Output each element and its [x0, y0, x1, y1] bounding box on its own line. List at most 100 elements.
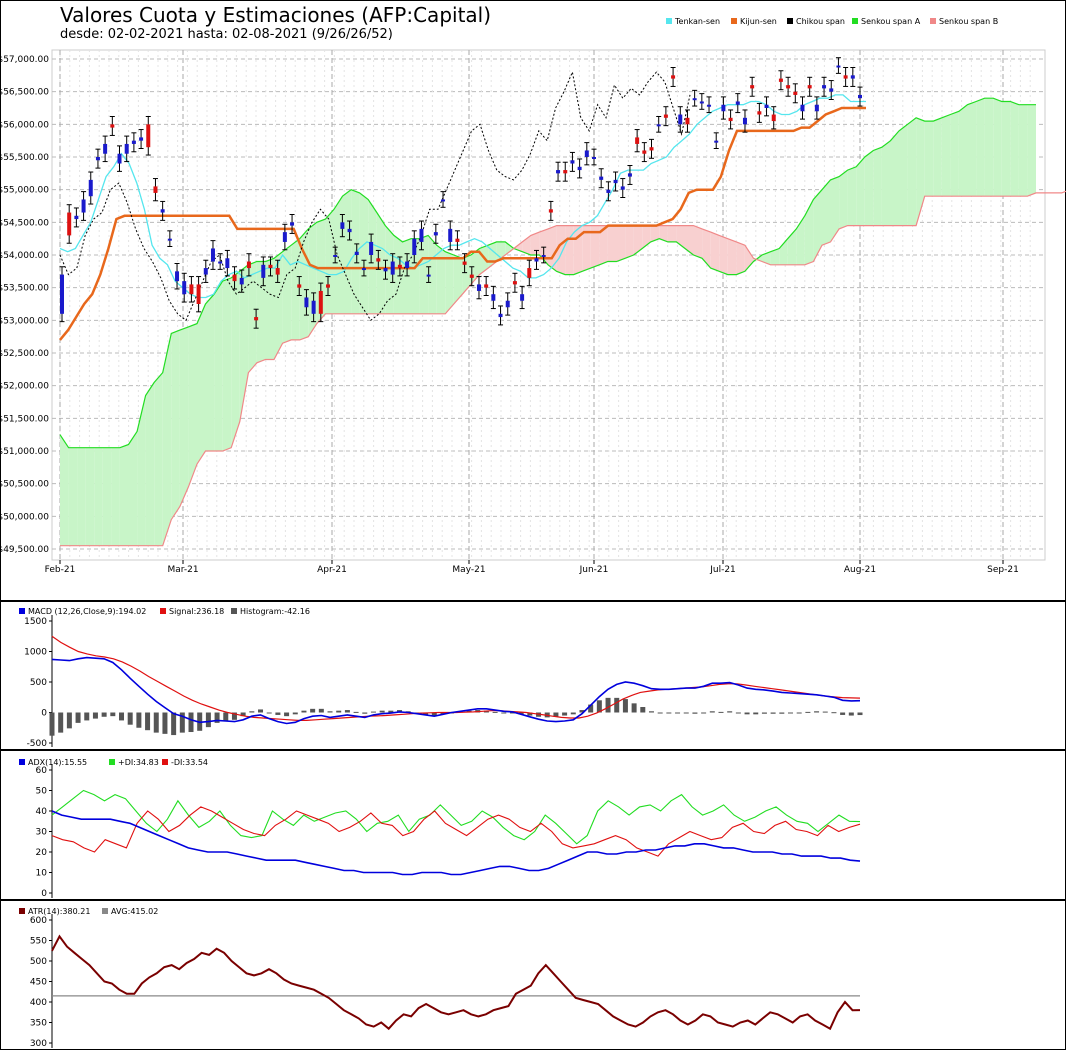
x-tick-label: Sep-21: [987, 565, 1019, 575]
candle-up: [613, 179, 618, 184]
legend-swatch: [19, 608, 25, 614]
histogram-bar: [240, 712, 246, 717]
candle-up: [160, 209, 165, 213]
candle-up: [433, 232, 438, 236]
candle-up: [390, 261, 395, 275]
candle-up: [361, 268, 366, 271]
cloud-segment-bullish: [214, 281, 223, 451]
candle-up: [218, 261, 223, 264]
histogram-bar: [388, 710, 394, 713]
cloud-segment-bearish: [744, 245, 754, 272]
y-tick-label: 10: [36, 869, 48, 879]
histogram-bar: [127, 712, 133, 725]
cloud-segment-bullish: [179, 326, 189, 507]
cloud-segment-bullish: [941, 114, 951, 197]
candle-down: [512, 281, 517, 285]
cloud-segment-bullish: [154, 372, 163, 546]
cloud-segment-bearish: [727, 238, 737, 275]
y-tick-label: 20: [36, 848, 48, 858]
cloud-segment-bullish: [787, 228, 797, 265]
y-tick-label: 400: [30, 998, 47, 1008]
x-tick-label: Jul-21: [709, 565, 736, 575]
candle-up: [175, 271, 180, 282]
candle-up: [74, 215, 79, 220]
cloud-segment-bullish: [145, 382, 155, 546]
histogram-bar: [318, 708, 324, 713]
histogram-bar: [231, 712, 237, 720]
candle-up: [290, 222, 295, 226]
cloud-segment-bullish: [128, 431, 138, 546]
candle-down: [807, 85, 812, 89]
candle-down: [527, 268, 532, 278]
histogram-bar: [327, 711, 333, 713]
candle-down: [326, 284, 330, 288]
cloud-segment-bullish: [445, 251, 454, 314]
candle-up: [304, 297, 309, 308]
y-tick-label: 60: [36, 766, 48, 776]
candle-up: [124, 143, 129, 154]
candle-up: [850, 75, 855, 79]
histogram-bar: [58, 712, 64, 733]
legend-swatch: [731, 18, 737, 24]
legend-label: Senkou span A: [861, 17, 921, 26]
cloud-segment-bullish: [479, 245, 489, 275]
cloud-segment-bearish: [548, 225, 557, 272]
candle-down: [750, 85, 755, 89]
x-tick-label: Apr-21: [317, 565, 347, 575]
candle-up: [103, 143, 108, 154]
histogram-bar: [379, 710, 385, 713]
legend-label: Chikou span: [796, 17, 845, 26]
candle-up: [225, 258, 230, 269]
cloud-segment-bullish: [839, 170, 848, 229]
y-tick-label: 600: [30, 916, 47, 926]
cloud-segment-bullish: [1010, 101, 1019, 197]
y-tick-label: $54,000.00: [0, 251, 49, 261]
histogram-bar: [362, 712, 368, 714]
candle-down: [484, 284, 489, 288]
y-tick-label: 30: [36, 828, 48, 838]
candle-up: [627, 173, 632, 177]
x-tick-label: Mar-21: [167, 565, 198, 575]
y-tick-label: $55,500.00: [0, 153, 49, 163]
histogram-bar: [119, 712, 125, 721]
candle-up: [822, 85, 827, 89]
candle-up: [448, 228, 453, 242]
cloud-segment-bullish: [967, 101, 977, 197]
histogram-bar: [683, 712, 689, 714]
candle-down: [376, 258, 381, 262]
candle-up: [764, 104, 769, 108]
histogram-bar: [744, 712, 750, 715]
candle-up: [261, 264, 266, 278]
candle-up: [476, 284, 481, 291]
y-tick-label: 1000: [24, 648, 47, 658]
cloud-segment-bearish: [702, 228, 711, 269]
histogram-bar: [527, 712, 533, 716]
y-tick-label: $53,500.00: [0, 284, 49, 294]
legend-label: ATR(14):380.21: [28, 907, 90, 916]
candle-down: [635, 137, 640, 144]
candle-down: [563, 170, 568, 174]
candle-up: [620, 186, 625, 190]
y-tick-label: $57,000.00: [0, 55, 49, 65]
histogram-bar: [770, 712, 776, 714]
candle-up: [829, 88, 834, 92]
cloud-segment-bullish: [436, 245, 446, 314]
histogram-bar: [857, 712, 863, 716]
cloud-segment-bullish: [291, 238, 300, 340]
candle-down: [268, 264, 273, 269]
candle-up: [742, 117, 747, 125]
histogram-bar: [92, 712, 98, 719]
y-tick-label: $52,500.00: [0, 349, 49, 359]
candle-up: [167, 238, 172, 241]
cloud-segment-bullish: [847, 166, 857, 226]
y-tick-label: $51,000.00: [0, 447, 49, 457]
cloud-segment-bullish: [924, 121, 934, 197]
y-tick-label: 50: [36, 787, 48, 797]
candle-down: [297, 284, 302, 288]
cloud-segment-bullish: [813, 189, 822, 262]
cloud-segment-bullish: [411, 238, 420, 314]
histogram-bar: [249, 711, 255, 713]
cloud-segment-bullish: [950, 111, 959, 197]
histogram-bar: [205, 712, 211, 728]
cloud-segment-bearish: [710, 232, 720, 272]
